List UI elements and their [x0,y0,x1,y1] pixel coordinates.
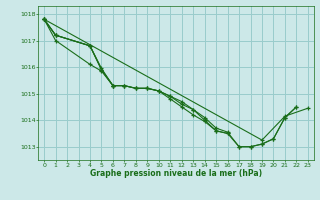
X-axis label: Graphe pression niveau de la mer (hPa): Graphe pression niveau de la mer (hPa) [90,169,262,178]
